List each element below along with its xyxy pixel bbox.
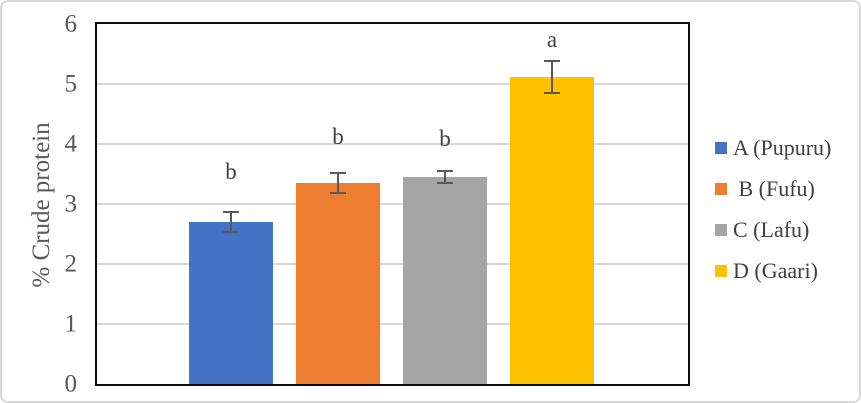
bar-a-pupuru [189, 222, 273, 384]
error-bar [337, 172, 339, 194]
legend-label: D (Gaari) [733, 258, 818, 283]
legend-item: B (Fufu) [715, 176, 831, 202]
legend-swatch-icon [715, 142, 727, 154]
legend-swatch-icon [715, 265, 727, 277]
gridline [97, 83, 688, 85]
legend: A (Pupuru) B (Fufu) C (Lafu) D (Gaari) [715, 135, 831, 299]
legend-item: C (Lafu) [715, 217, 831, 243]
y-axis-tick-labels: 0 1 2 3 4 5 6 [2, 12, 87, 397]
error-bar [551, 60, 553, 94]
error-bar [330, 172, 346, 175]
significance-letter: b [439, 125, 451, 151]
gridline [97, 143, 688, 145]
error-bar [544, 60, 560, 62]
y-tick-label: 3 [64, 190, 78, 218]
y-tick-label: 4 [64, 130, 78, 158]
legend-swatch-icon [715, 183, 727, 195]
legend-item: D (Gaari) [715, 258, 831, 284]
plot-area: b b b a [95, 22, 690, 386]
legend-swatch-icon [715, 224, 727, 236]
gridline [97, 263, 688, 265]
y-tick-label: 6 [64, 10, 78, 38]
error-bar [223, 211, 239, 214]
gridline [97, 203, 688, 205]
legend-label: A (Pupuru) [733, 135, 832, 160]
y-tick-label: 0 [64, 370, 78, 398]
y-tick-label: 2 [64, 250, 78, 278]
error-bar [437, 169, 453, 172]
error-bar [544, 91, 560, 94]
significance-letter: b [332, 124, 344, 150]
error-bar [330, 191, 346, 194]
y-tick-label: 5 [64, 70, 78, 98]
bar-b-fufu [296, 183, 380, 384]
legend-item: A (Pupuru) [715, 135, 831, 161]
error-bar [444, 169, 446, 185]
legend-label: B (Fufu) [733, 176, 815, 201]
significance-letter: b [225, 159, 237, 185]
error-bar [223, 230, 239, 233]
significance-letter: a [546, 27, 558, 52]
bar-d-gaari [510, 76, 594, 384]
error-bar [437, 182, 453, 185]
gridline [97, 323, 688, 325]
error-bar [230, 211, 232, 233]
legend-label: C (Lafu) [733, 217, 810, 242]
y-tick-label: 1 [64, 310, 78, 338]
bar-c-lafu [403, 177, 487, 384]
